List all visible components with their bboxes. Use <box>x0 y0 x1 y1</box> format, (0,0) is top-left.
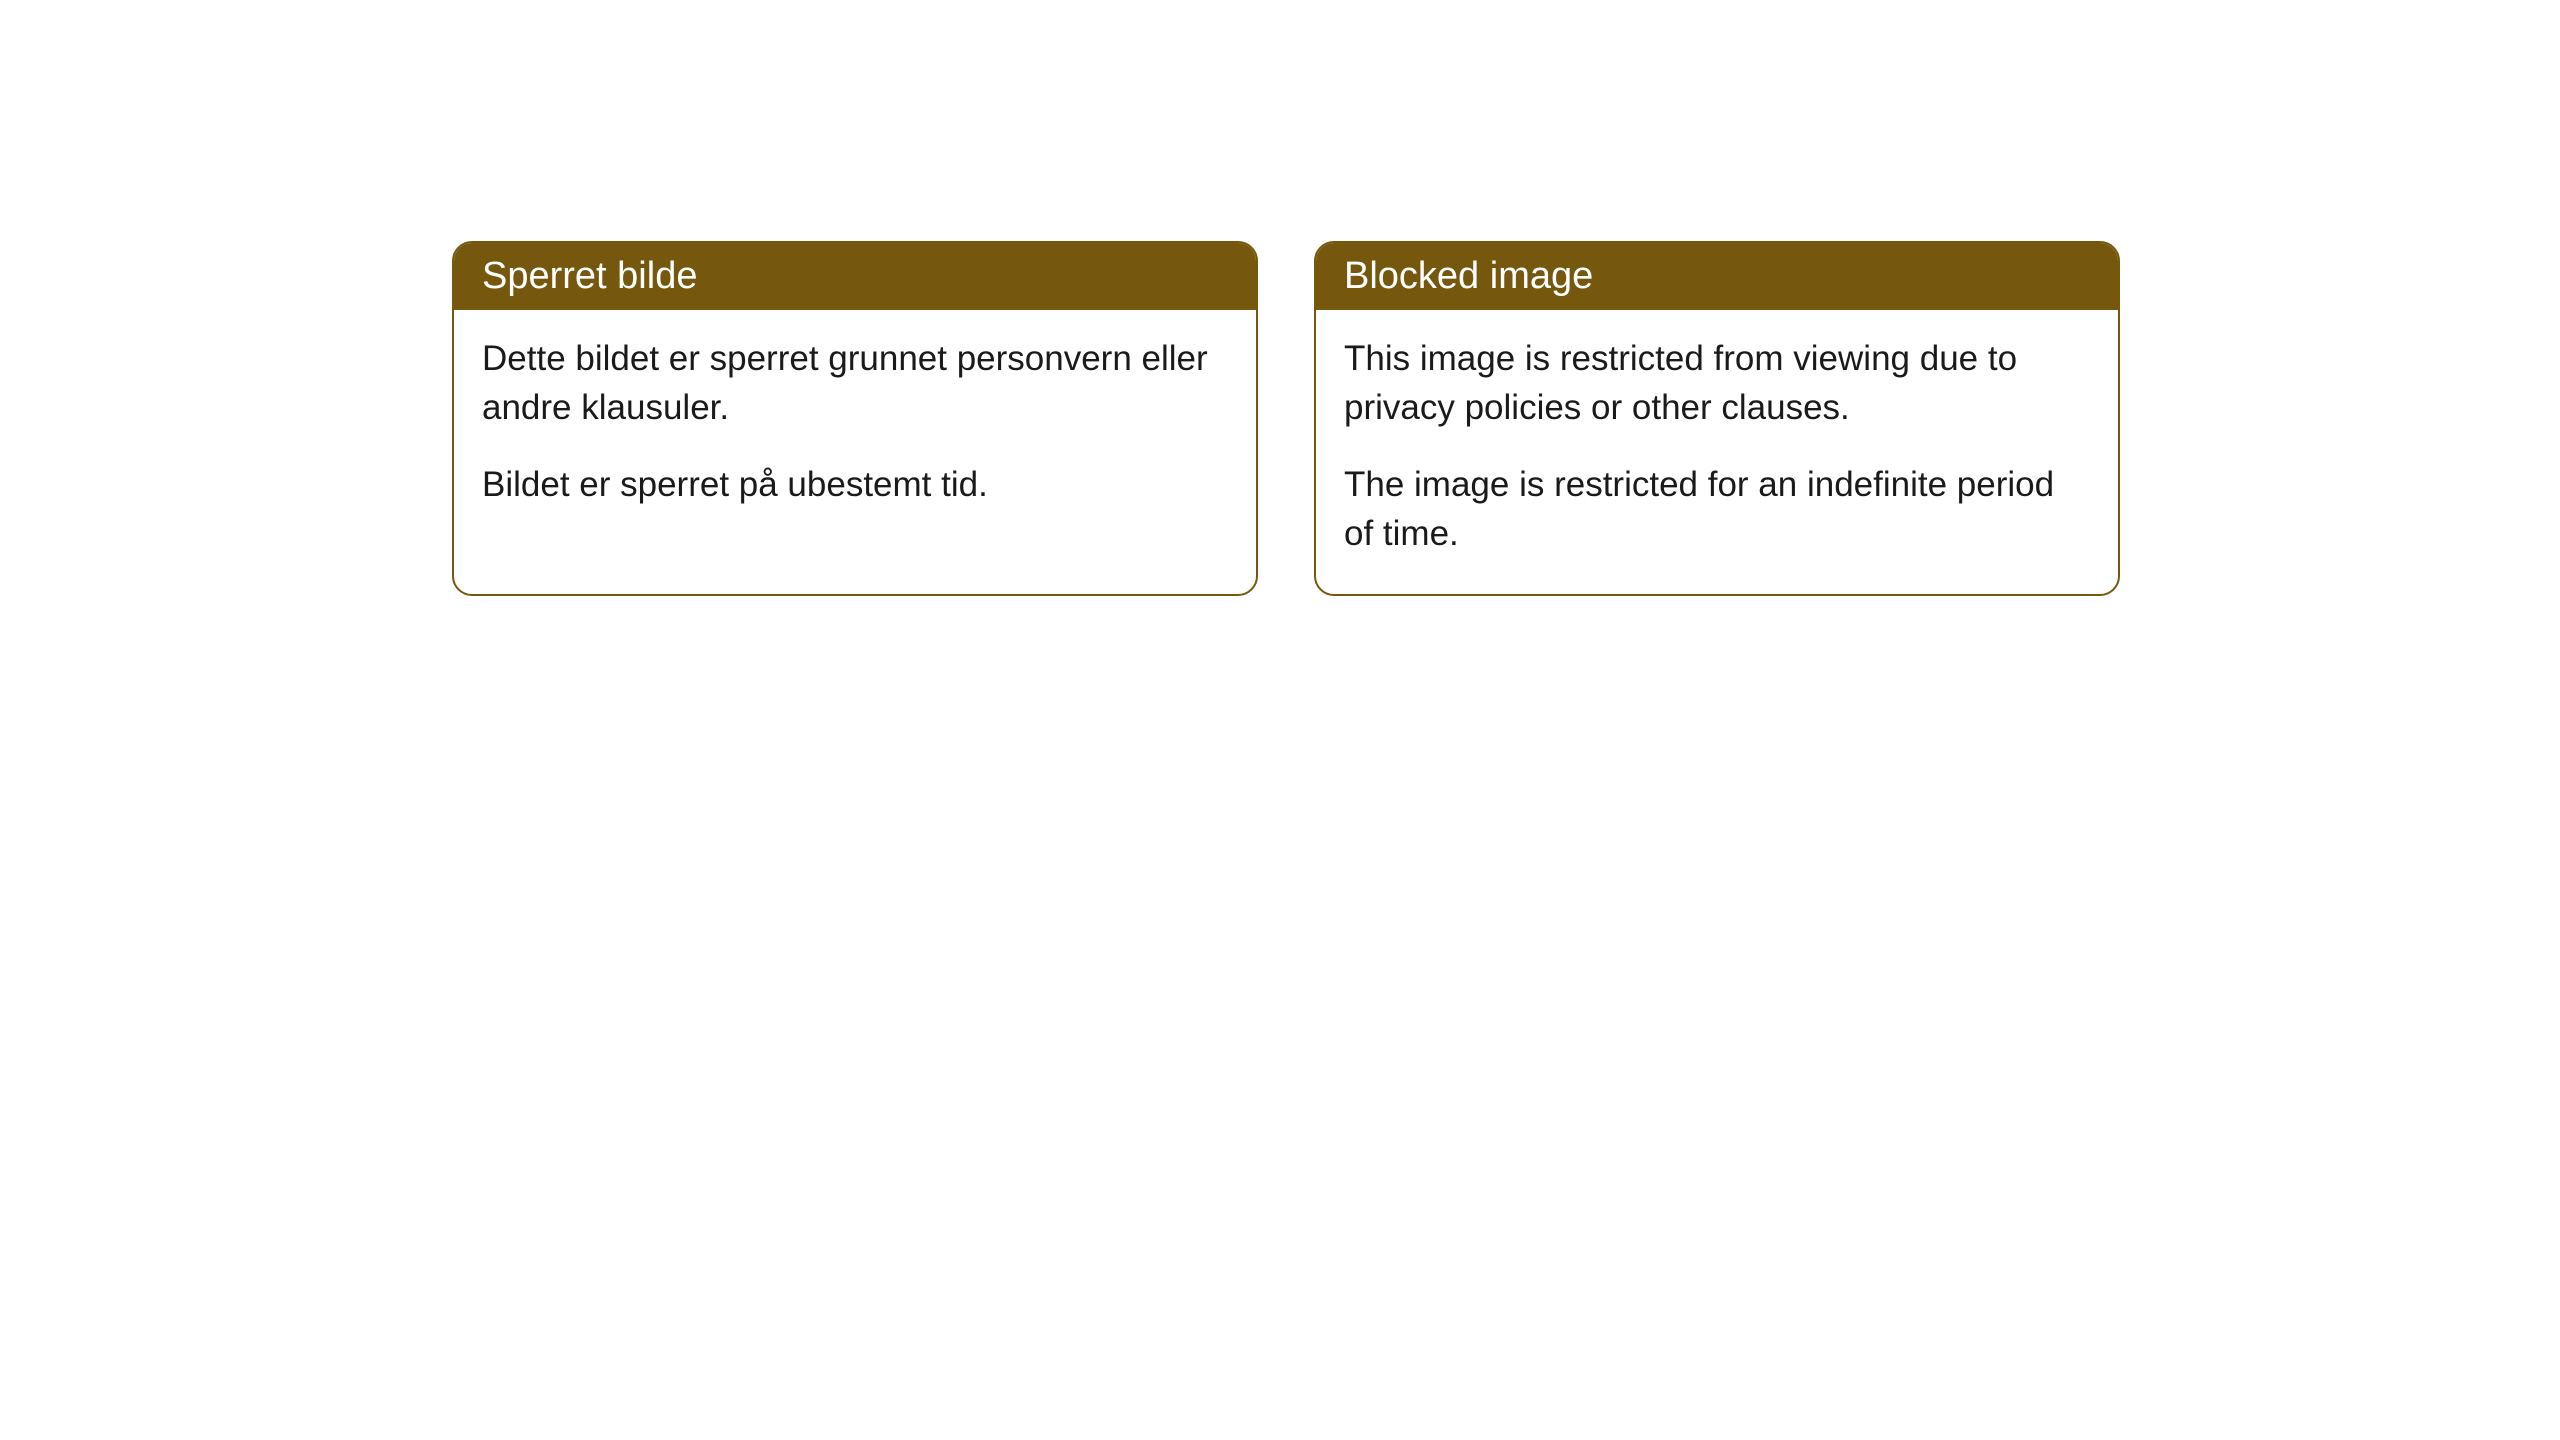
notice-card-norwegian: Sperret bilde Dette bildet er sperret gr… <box>452 241 1258 596</box>
notice-cards-container: Sperret bilde Dette bildet er sperret gr… <box>452 241 2120 596</box>
notice-text-line: Dette bildet er sperret grunnet personve… <box>482 334 1228 432</box>
notice-card-body: Dette bildet er sperret grunnet personve… <box>454 310 1256 545</box>
notice-text-line: The image is restricted for an indefinit… <box>1344 460 2090 558</box>
notice-text-line: This image is restricted from viewing du… <box>1344 334 2090 432</box>
notice-card-english: Blocked image This image is restricted f… <box>1314 241 2120 596</box>
notice-card-header: Sperret bilde <box>454 243 1256 310</box>
notice-text-line: Bildet er sperret på ubestemt tid. <box>482 460 1228 509</box>
notice-card-header: Blocked image <box>1316 243 2118 310</box>
notice-card-body: This image is restricted from viewing du… <box>1316 310 2118 594</box>
notice-title: Blocked image <box>1344 255 1593 297</box>
notice-title: Sperret bilde <box>482 255 697 297</box>
